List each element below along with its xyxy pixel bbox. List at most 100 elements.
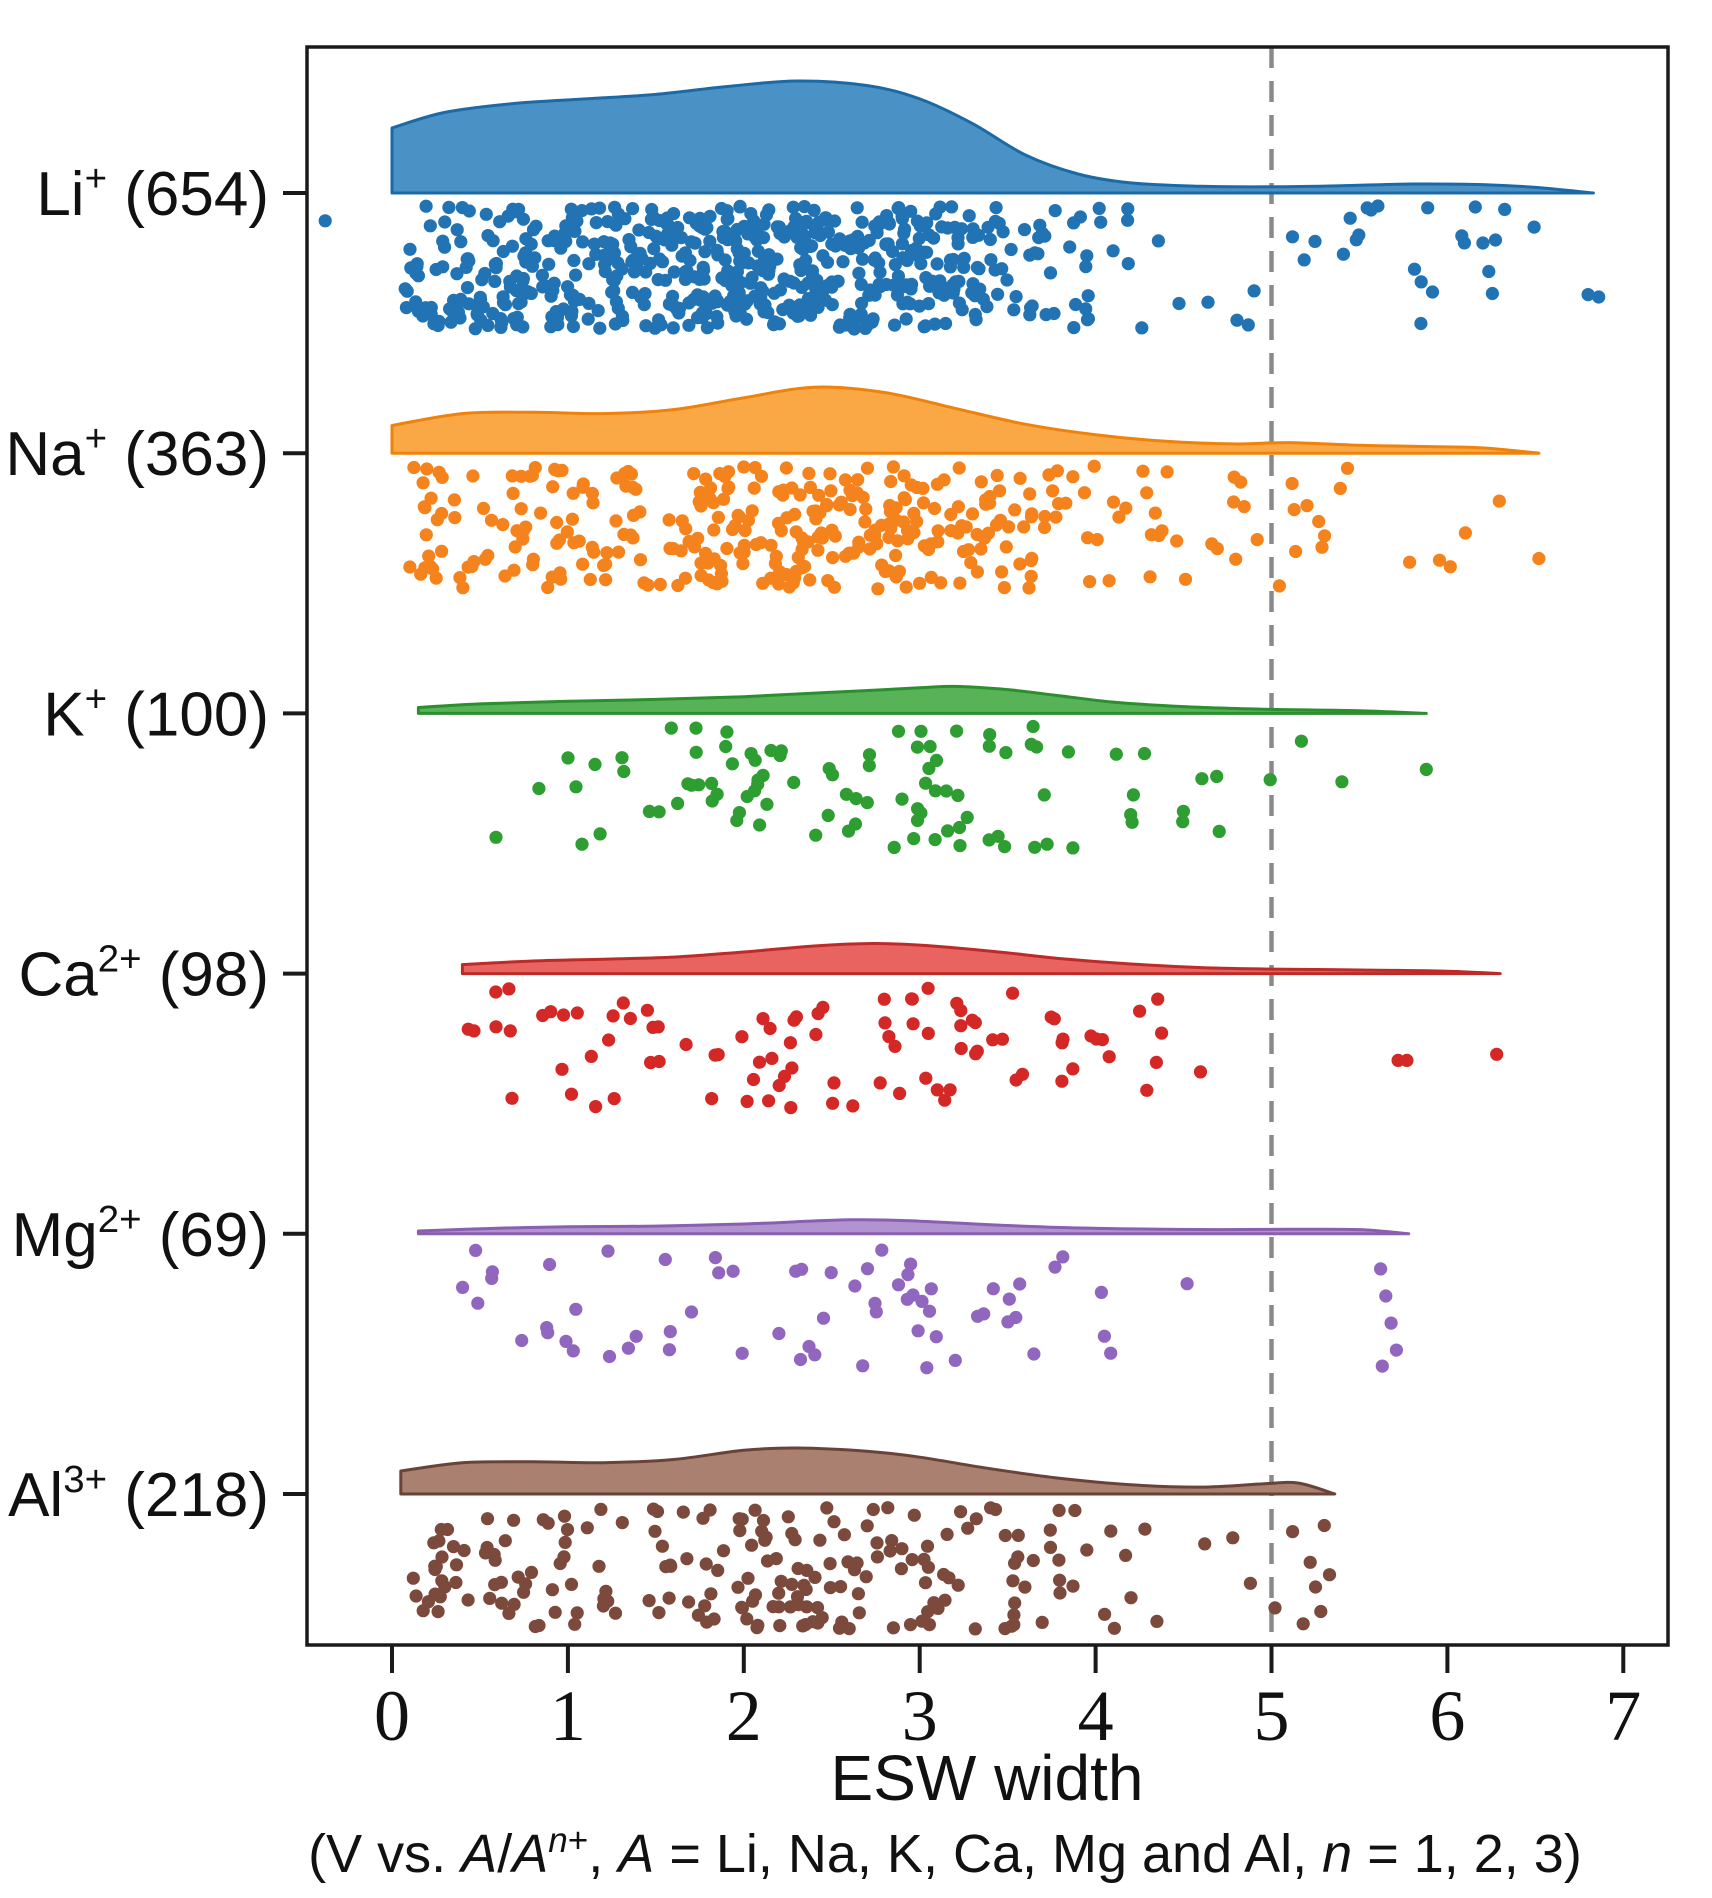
data-point: [794, 263, 808, 278]
data-point: [1007, 1608, 1021, 1622]
data-point: [935, 220, 949, 234]
data-point: [957, 260, 971, 274]
data-point: [746, 1072, 761, 1087]
data-point: [965, 507, 980, 521]
data-point: [495, 1596, 509, 1610]
data-point: [1061, 745, 1075, 759]
data-point: [824, 1266, 838, 1280]
data-point: [409, 1589, 423, 1603]
data-point: [1027, 1347, 1041, 1361]
data-point: [723, 295, 737, 309]
data-point: [1492, 494, 1506, 508]
density-cloud-al: [399, 1446, 1337, 1496]
data-point: [1148, 506, 1162, 520]
data-point: [919, 1071, 933, 1085]
data-point: [1002, 1292, 1016, 1306]
data-point: [554, 572, 568, 586]
data-point: [607, 1092, 621, 1106]
data-point: [795, 280, 809, 294]
data-point: [1243, 1576, 1257, 1590]
data-point: [591, 304, 605, 318]
data-point: [459, 260, 473, 274]
data-point: [489, 256, 503, 271]
data-point: [456, 1280, 470, 1294]
data-point: [679, 1037, 693, 1052]
data-point: [432, 465, 446, 479]
data-point: [406, 1571, 420, 1585]
data-point: [521, 285, 535, 299]
data-point: [951, 1578, 965, 1592]
data-point: [708, 1251, 723, 1265]
data-point: [409, 295, 423, 309]
data-point: [1048, 1260, 1062, 1274]
data-point: [748, 753, 762, 767]
data-point: [435, 544, 449, 558]
data-point: [858, 321, 873, 335]
data-point: [435, 1574, 449, 1588]
data-point: [1482, 264, 1496, 279]
data-point: [998, 1528, 1012, 1543]
data-point: [454, 235, 468, 249]
data-point: [900, 253, 914, 268]
data-point: [1149, 1055, 1163, 1069]
data-point: [546, 480, 560, 494]
data-point: [569, 780, 583, 794]
data-point: [1315, 540, 1329, 554]
data-point: [735, 1346, 749, 1360]
data-point: [588, 757, 602, 772]
data-point: [888, 318, 902, 332]
density-cloud-li: [390, 79, 1595, 195]
data-point: [662, 219, 676, 233]
data-point: [696, 1511, 710, 1525]
data-point: [809, 1027, 823, 1042]
data-point: [582, 257, 596, 271]
data-point: [711, 1563, 725, 1577]
data-point: [494, 312, 508, 326]
row-label-al: Al3+ (218): [8, 1458, 269, 1530]
data-point: [1425, 285, 1440, 299]
data-point: [507, 1597, 521, 1611]
data-point: [1133, 1004, 1147, 1018]
data-point: [1303, 1555, 1317, 1569]
data-point: [671, 796, 685, 811]
data-point: [649, 229, 663, 243]
data-point: [927, 231, 941, 245]
data-point: [1004, 242, 1018, 257]
data-point: [1043, 1523, 1057, 1537]
data-point: [1455, 229, 1469, 243]
data-point: [913, 219, 927, 233]
data-point: [691, 1608, 706, 1622]
data-point: [658, 1252, 672, 1267]
data-point: [420, 462, 434, 476]
data-point: [836, 255, 850, 269]
data-point: [1229, 552, 1243, 566]
data-point: [557, 1509, 572, 1523]
data-point: [868, 523, 882, 537]
data-point: [1414, 316, 1428, 331]
data-point: [400, 284, 414, 298]
data-point: [973, 282, 987, 296]
data-point: [712, 1266, 726, 1280]
data-point: [748, 1503, 762, 1517]
data-point: [1374, 1262, 1388, 1276]
data-point: [666, 542, 680, 556]
data-point: [1414, 275, 1428, 289]
data-point: [476, 300, 490, 314]
data-point: [1102, 1050, 1116, 1064]
data-point: [1053, 1586, 1067, 1600]
data-point: [516, 524, 530, 538]
data-point: [1126, 788, 1140, 802]
data-point: [1077, 486, 1092, 500]
data-point: [983, 728, 997, 742]
data-point: [505, 239, 519, 253]
rain-k: [489, 719, 1433, 855]
data-point: [698, 245, 712, 259]
data-point: [694, 499, 708, 513]
data-point: [897, 469, 911, 483]
data-point: [921, 542, 936, 557]
data-point: [918, 1576, 933, 1590]
data-point: [524, 237, 538, 251]
data-point: [904, 1257, 918, 1271]
data-point: [797, 536, 811, 550]
data-point: [911, 1324, 925, 1338]
